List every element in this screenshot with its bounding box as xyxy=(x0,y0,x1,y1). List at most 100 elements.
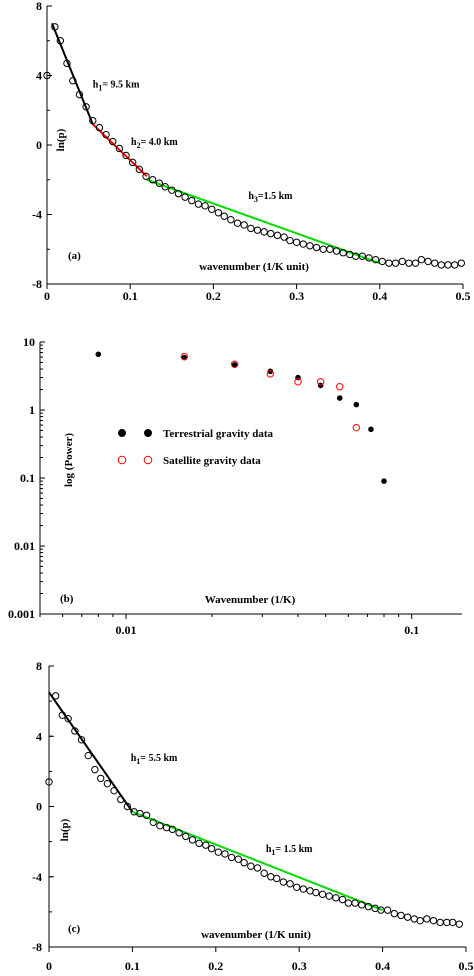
data-point xyxy=(142,172,150,180)
data-point xyxy=(194,200,203,208)
data-point xyxy=(240,859,248,867)
data-point xyxy=(247,224,255,233)
slope-annotation: h1= 1.5 km xyxy=(266,844,313,857)
x-axis-title: wavenumber (1/K unit) xyxy=(201,929,311,941)
data-point xyxy=(207,844,216,853)
data-point xyxy=(344,899,353,907)
y-tick-label: 0.1 xyxy=(20,471,35,485)
data-point xyxy=(338,895,347,904)
data-point xyxy=(423,915,431,923)
data-point xyxy=(247,862,255,870)
data-point xyxy=(123,802,132,811)
data-point xyxy=(95,123,104,132)
data-point xyxy=(51,23,59,31)
fit-line-2 xyxy=(132,810,383,912)
data-point xyxy=(136,809,144,818)
data-point xyxy=(280,233,288,241)
data-point xyxy=(77,736,86,744)
data-point xyxy=(385,259,393,267)
x-tick-label: 0.01 xyxy=(116,623,137,637)
data-point xyxy=(188,196,196,205)
y-tick-label: 0 xyxy=(36,138,42,152)
data-point xyxy=(117,795,125,804)
x-tick-label: 0.3 xyxy=(292,959,307,973)
data-point xyxy=(450,261,459,269)
fit-line-1 xyxy=(51,22,94,125)
data-point xyxy=(51,692,60,700)
y-axis-title: log (Power) xyxy=(63,433,75,487)
data-point xyxy=(102,130,110,139)
y-tick-label: 0 xyxy=(36,800,42,814)
data-point xyxy=(326,245,334,253)
data-point xyxy=(188,836,197,844)
x-tick-label: 0.5 xyxy=(456,289,471,303)
y-tick-label: -8 xyxy=(32,277,42,291)
slope-annotation: h1= 5.5 km xyxy=(131,753,178,766)
data-point xyxy=(306,242,314,250)
x-tick-label: 0.5 xyxy=(459,959,474,973)
data-point xyxy=(260,869,268,877)
x-tick-label: 0.1 xyxy=(123,289,138,303)
data-point xyxy=(95,351,102,358)
legend-label: Terrestrial gravity data xyxy=(163,428,273,440)
x-tick-label: 0.2 xyxy=(208,959,223,973)
data-point xyxy=(82,103,90,111)
data-point xyxy=(168,825,177,834)
data-point xyxy=(234,855,243,863)
data-point xyxy=(180,352,189,361)
data-point xyxy=(240,221,248,229)
data-point xyxy=(286,236,294,245)
data-point xyxy=(122,151,130,160)
data-point xyxy=(195,839,203,848)
data-point xyxy=(431,259,439,267)
data-point xyxy=(368,426,374,433)
data-point xyxy=(182,832,190,841)
data-point xyxy=(299,240,307,248)
data-point xyxy=(312,888,320,897)
y-tick-label: 0.001 xyxy=(8,607,35,621)
slope-annotation: h2= 4.0 km xyxy=(131,137,178,150)
data-point xyxy=(208,205,216,213)
data-point xyxy=(365,254,373,262)
data-point xyxy=(398,257,406,266)
data-point xyxy=(371,255,380,264)
panel-label: (b) xyxy=(60,593,74,605)
data-point xyxy=(286,880,294,888)
data-point xyxy=(115,144,124,153)
data-point xyxy=(292,238,301,247)
data-point xyxy=(381,478,387,484)
data-point xyxy=(168,186,176,194)
x-tick-label: 0.4 xyxy=(372,289,387,303)
data-point xyxy=(174,189,183,198)
data-point xyxy=(358,252,367,260)
data-point xyxy=(135,165,144,174)
data-point xyxy=(91,765,99,774)
data-point xyxy=(358,901,366,909)
data-point xyxy=(43,71,51,80)
data-point xyxy=(383,906,392,914)
data-point xyxy=(227,853,236,862)
data-point xyxy=(316,378,325,386)
data-point xyxy=(63,59,71,68)
data-point xyxy=(109,137,117,146)
x-tick-label: 0.4 xyxy=(375,959,390,973)
data-point xyxy=(299,885,308,893)
data-point xyxy=(273,231,282,240)
data-point xyxy=(429,916,438,925)
y-tick-label: -8 xyxy=(32,940,42,954)
fit-line-1 xyxy=(48,691,134,813)
slope-annotation: h1= 9.5 km xyxy=(93,80,140,93)
data-point xyxy=(339,249,347,257)
data-point xyxy=(233,219,242,227)
y-tick-label: 4 xyxy=(36,729,42,743)
data-point xyxy=(201,202,209,210)
legend-label: Satellite gravity data xyxy=(163,455,261,467)
data-point xyxy=(221,850,229,858)
x-tick-label: 0 xyxy=(44,289,50,303)
x-axis-title: wavenumber (1/K unit) xyxy=(199,261,309,273)
data-point xyxy=(58,711,67,719)
x-tick-label: 0 xyxy=(46,959,52,973)
data-point xyxy=(448,918,457,927)
y-axis-title: ln(p) xyxy=(55,128,67,151)
